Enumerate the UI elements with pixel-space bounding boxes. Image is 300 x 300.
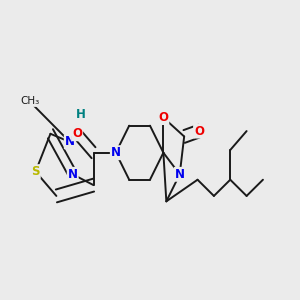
Text: O: O (72, 127, 82, 140)
Text: H: H (76, 108, 86, 122)
Text: O: O (158, 111, 168, 124)
Text: S: S (31, 165, 40, 178)
Text: N: N (111, 146, 121, 159)
Text: H: H (76, 108, 86, 122)
Text: O: O (194, 124, 204, 138)
Text: N: N (65, 135, 75, 148)
Text: N: N (175, 168, 185, 181)
Text: CH₃: CH₃ (20, 96, 39, 106)
Text: N: N (68, 168, 78, 181)
